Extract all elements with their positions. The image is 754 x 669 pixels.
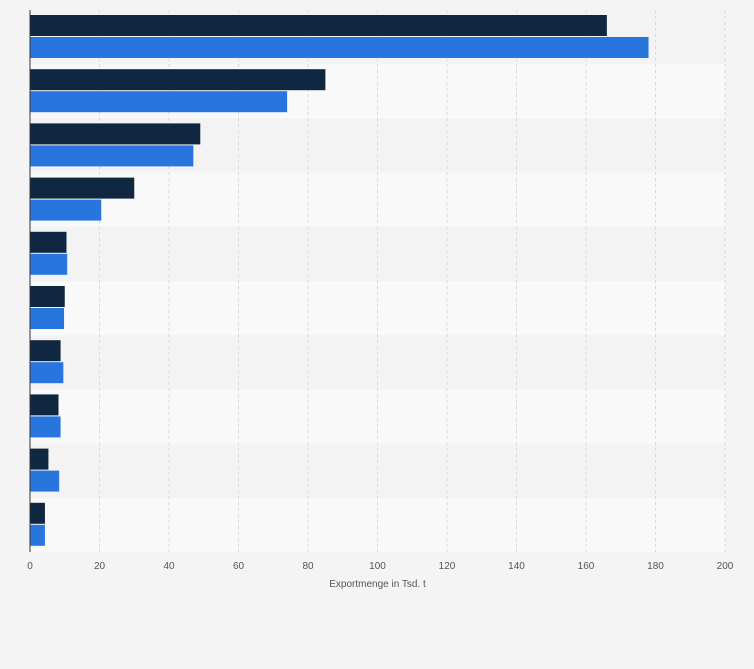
x-tick-label: 60 [233, 561, 245, 572]
bar-series-2[interactable] [30, 253, 68, 275]
bar-series-2[interactable] [30, 199, 102, 221]
row-band [30, 335, 725, 390]
x-tick-label: 160 [578, 561, 595, 572]
x-tick-label: 140 [508, 561, 525, 572]
bar-series-1[interactable] [30, 502, 45, 524]
bar-series-2[interactable] [30, 470, 60, 492]
bar-series-2[interactable] [30, 37, 649, 58]
row-band [30, 389, 725, 444]
row-band [30, 497, 725, 552]
x-tick-label: 180 [647, 561, 664, 572]
bar-series-2[interactable] [30, 524, 45, 546]
bar-series-1[interactable] [30, 177, 135, 199]
bar-series-1[interactable] [30, 340, 61, 362]
row-band [30, 172, 725, 227]
x-tick-label: 100 [369, 561, 386, 572]
x-tick-label: 120 [439, 561, 456, 572]
row-band [30, 281, 725, 336]
row-band [30, 443, 725, 498]
x-tick-label: 0 [27, 561, 33, 572]
bar-series-1[interactable] [30, 286, 65, 307]
row-band [30, 226, 725, 281]
bar-series-2[interactable] [30, 362, 64, 384]
bar-series-1[interactable] [30, 69, 326, 91]
bar-series-1[interactable] [30, 15, 607, 36]
x-tick-label: 200 [717, 561, 734, 572]
bar-series-1[interactable] [30, 448, 49, 470]
bar-series-1[interactable] [30, 231, 67, 253]
bar-series-1[interactable] [30, 123, 201, 145]
x-axis-title: Exportmenge in Tsd. t [329, 579, 426, 590]
x-tick-label: 20 [94, 561, 106, 572]
bar-series-2[interactable] [30, 308, 65, 329]
x-tick-label: 80 [302, 561, 314, 572]
bar-series-2[interactable] [30, 91, 288, 113]
x-tick-label: 40 [163, 561, 175, 572]
bar-series-2[interactable] [30, 416, 61, 438]
bar-series-1[interactable] [30, 394, 59, 416]
bar-series-2[interactable] [30, 145, 194, 167]
